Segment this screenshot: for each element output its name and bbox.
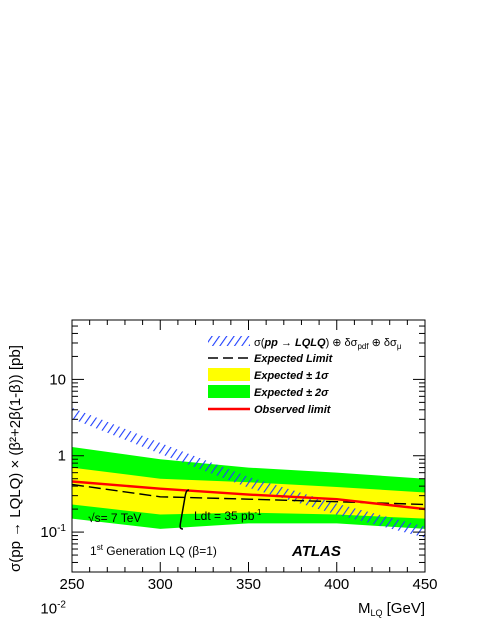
generation-label: 1st Generation LQ (β=1) bbox=[90, 543, 217, 558]
integral-sign bbox=[179, 489, 190, 530]
legend-band1-swatch bbox=[208, 368, 250, 381]
x-tick-label: 300 bbox=[148, 576, 173, 593]
legend-band1-text: Expected ± 1σ bbox=[254, 370, 329, 382]
x-tick-label: 450 bbox=[412, 576, 437, 593]
x-axis-title: MLQ [GeV] bbox=[358, 600, 425, 618]
lumi-label: Ldt = 35 pb-1 bbox=[194, 508, 262, 523]
legend-expected-text: Expected Limit bbox=[254, 353, 334, 365]
y-tick-label: 1 bbox=[58, 448, 66, 465]
y-tick-label: 10-2 bbox=[40, 599, 66, 617]
legend-band2-swatch bbox=[208, 385, 250, 398]
y-tick-label: 10-1 bbox=[40, 523, 66, 541]
plot-area bbox=[72, 407, 425, 538]
legend: σ(pp → LQLQ) ⊕ δσpdf ⊕ δσμ Expected Limi… bbox=[208, 336, 402, 416]
legend-band2-text: Expected ± 2σ bbox=[254, 387, 329, 399]
experiment-label: ATLAS bbox=[291, 543, 341, 560]
energy-label: √s= 7 TeV bbox=[88, 511, 141, 525]
legend-theory-text: σ(pp → LQLQ) ⊕ δσpdf ⊕ δσμ bbox=[254, 337, 402, 351]
legend-theory-swatch bbox=[208, 336, 250, 346]
y-tick-label: 10 bbox=[49, 371, 66, 388]
theory-band bbox=[72, 407, 425, 538]
y-axis-title: σ(pp → LQLQ) × (β²+2β(1-β)) [pb] bbox=[7, 345, 24, 572]
x-tick-label: 350 bbox=[236, 576, 261, 593]
observed-limit-line bbox=[72, 480, 425, 511]
legend-observed-text: Observed limit bbox=[254, 404, 332, 416]
plot-frame bbox=[71, 319, 426, 573]
x-tick-label: 400 bbox=[324, 576, 349, 593]
axis-ticks: 250 300 350 400 450 10-2 10-1 1 10 bbox=[40, 319, 438, 617]
x-tick-label: 250 bbox=[59, 576, 84, 593]
